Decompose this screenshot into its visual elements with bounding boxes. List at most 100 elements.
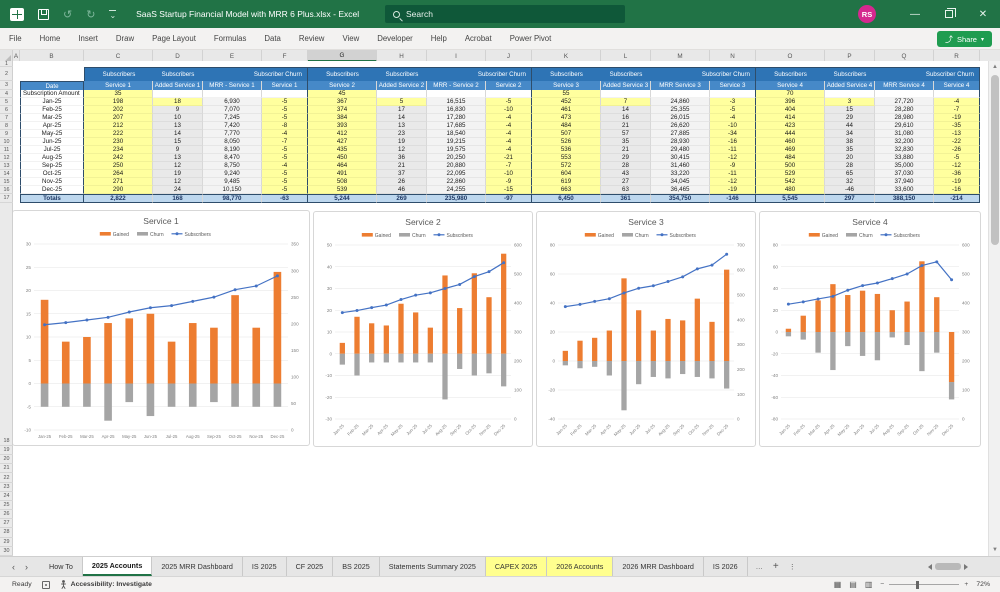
group4-col-header-1[interactable]: Service 4 (756, 81, 825, 90)
g1-added-Jul-25[interactable]: 9 (153, 146, 203, 154)
zoom-in-icon[interactable]: + (964, 581, 969, 588)
column-header-Q[interactable]: Q (875, 50, 934, 62)
row-header-26[interactable]: 26 (0, 510, 13, 520)
row-header-4[interactable]: 4 (0, 90, 13, 98)
g3-subscribers-Dec-25[interactable]: 663 (532, 186, 601, 194)
g4-added-Jul-25[interactable]: 35 (825, 146, 875, 154)
group2-col-header-4[interactable]: Service 2 (486, 81, 532, 90)
g2-subscribers-Aug-25[interactable]: 450 (308, 154, 377, 162)
g4-churn-Mar-25[interactable]: -19 (934, 114, 980, 122)
g4-subscribers-Jan-25[interactable]: 396 (756, 98, 825, 106)
column-header-A[interactable]: A (13, 50, 20, 62)
g2-mrr-Sep-25[interactable]: 20,880 (427, 162, 486, 170)
g3-churn-Sep-25[interactable]: -9 (710, 162, 756, 170)
g1-mrr-Mar-25[interactable]: 7,245 (203, 114, 262, 122)
g2-added-Jan-25[interactable]: 5 (377, 98, 427, 106)
g3-subscribers-Sep-25[interactable]: 572 (532, 162, 601, 170)
g3-mrr-Aug-25[interactable]: 30,415 (651, 154, 710, 162)
group4-col-header-4[interactable]: Service 4 (934, 81, 980, 90)
g1-subscribers-Apr-25[interactable]: 212 (84, 122, 153, 130)
column-header-I[interactable]: I (427, 50, 486, 62)
sheet-tab-statements-summary-2025[interactable]: Statements Summary 2025 (380, 557, 486, 576)
group1-header-subscribers[interactable]: Subscribers (84, 67, 153, 81)
g1-added-May-25[interactable]: 14 (153, 130, 203, 138)
g4-subscribers-Nov-25[interactable]: 542 (756, 178, 825, 186)
subscription-amount-label[interactable]: Subscription Amount (20, 90, 84, 98)
cell-blank[interactable] (427, 90, 486, 98)
zoom-level[interactable]: 72% (976, 581, 990, 588)
g2-subscribers-Jul-25[interactable]: 435 (308, 146, 377, 154)
g4-mrr-Aug-25[interactable]: 33,880 (875, 154, 934, 162)
g2-churn-Oct-25[interactable]: -10 (486, 170, 532, 178)
g3-subscribers-Nov-25[interactable]: 619 (532, 178, 601, 186)
menu-tab-formulas[interactable]: Formulas (213, 34, 247, 43)
group4-header-churn[interactable]: Subscriber Churn (875, 67, 980, 81)
scroll-down-icon[interactable]: ▼ (992, 547, 998, 553)
g1-churn-Sep-25[interactable]: -4 (262, 162, 308, 170)
g2-added-Sep-25[interactable]: 21 (377, 162, 427, 170)
accessibility-status[interactable]: Accessibility: Investigate (70, 581, 152, 588)
g3-mrr-Jan-25[interactable]: 24,860 (651, 98, 710, 106)
menu-tab-developer[interactable]: Developer (377, 34, 413, 43)
g1-added-Aug-25[interactable]: 13 (153, 154, 203, 162)
g2-churn-Mar-25[interactable]: -4 (486, 114, 532, 122)
month-Jan-25[interactable]: Jan-25 (20, 98, 84, 106)
g4-mrr-Jul-25[interactable]: 32,830 (875, 146, 934, 154)
share-button[interactable]: ⤴ Share ▾ (936, 31, 992, 47)
g4-mrr-Oct-25[interactable]: 37,030 (875, 170, 934, 178)
row-header-13[interactable]: 13 (0, 162, 13, 170)
row-header-25[interactable]: 25 (0, 501, 13, 511)
g2-added-Dec-25[interactable]: 46 (377, 186, 427, 194)
g3-churn-Oct-25[interactable]: -11 (710, 170, 756, 178)
g2-added-Jun-25[interactable]: 19 (377, 138, 427, 146)
g1-churn-Aug-25[interactable]: -5 (262, 154, 308, 162)
g1-added-Feb-25[interactable]: 9 (153, 106, 203, 114)
menu-tab-data[interactable]: Data (264, 34, 281, 43)
g2-added-May-25[interactable]: 23 (377, 130, 427, 138)
g1-subscribers-Mar-25[interactable]: 207 (84, 114, 153, 122)
g1-added-Jan-25[interactable]: 18 (153, 98, 203, 106)
g4-churn-Apr-25[interactable]: -35 (934, 122, 980, 130)
g2-churn-Jun-25[interactable]: -4 (486, 138, 532, 146)
group4-col-header-3[interactable]: MRR Service 4 (875, 81, 934, 90)
group2-total-1[interactable]: 5,244 (308, 194, 377, 203)
g3-subscribers-Aug-25[interactable]: 553 (532, 154, 601, 162)
g1-subscribers-Feb-25[interactable]: 202 (84, 106, 153, 114)
g4-churn-Dec-25[interactable]: -16 (934, 186, 980, 194)
group3-header-subscribers[interactable]: Subscribers (532, 67, 601, 81)
chart-service-3[interactable]: Service 3 Gained Churn Subscribers -40 -20 0 20… (536, 211, 756, 447)
sheet-area[interactable]: Subscribers Subscribers Subscriber Churn Su… (13, 61, 988, 556)
row-header-11[interactable]: 11 (0, 146, 13, 154)
g3-churn-Mar-25[interactable]: -4 (710, 114, 756, 122)
cell-blank[interactable] (825, 90, 875, 98)
g1-subscribers-Sep-25[interactable]: 250 (84, 162, 153, 170)
column-header-B[interactable]: B (20, 50, 84, 62)
g1-mrr-Apr-25[interactable]: 7,420 (203, 122, 262, 130)
g1-mrr-Aug-25[interactable]: 8,470 (203, 154, 262, 162)
group1-header-added[interactable]: Subscribers (153, 67, 203, 81)
group4-col-header-2[interactable]: Added Service 4 (825, 81, 875, 90)
group1-col-header-2[interactable]: Added Service 1 (153, 81, 203, 90)
select-all-corner[interactable] (0, 50, 13, 62)
g1-added-Jun-25[interactable]: 15 (153, 138, 203, 146)
more-sheets-button[interactable]: … (755, 562, 763, 571)
g1-added-Apr-25[interactable]: 13 (153, 122, 203, 130)
g2-subscribers-May-25[interactable]: 412 (308, 130, 377, 138)
zoom-slider[interactable]: − + (880, 580, 969, 589)
g1-added-Oct-25[interactable]: 19 (153, 170, 203, 178)
g3-mrr-Dec-25[interactable]: 36,465 (651, 186, 710, 194)
g3-subscribers-Jun-25[interactable]: 526 (532, 138, 601, 146)
group3-total-2[interactable]: 361 (601, 194, 651, 203)
row-header-8[interactable]: 8 (0, 122, 13, 130)
g3-mrr-Jul-25[interactable]: 29,480 (651, 146, 710, 154)
g2-mrr-Feb-25[interactable]: 16,830 (427, 106, 486, 114)
month-Sep-25[interactable]: Sep-25 (20, 162, 84, 170)
g4-churn-Feb-25[interactable]: -7 (934, 106, 980, 114)
scroll-up-icon[interactable]: ▲ (992, 64, 998, 70)
sheet-tab-cf-2025[interactable]: CF 2025 (287, 557, 334, 576)
g2-churn-Nov-25[interactable]: -9 (486, 178, 532, 186)
tab-options-icon[interactable]: ⋮ (788, 562, 796, 571)
g4-mrr-Jan-25[interactable]: 27,720 (875, 98, 934, 106)
g4-subscribers-Feb-25[interactable]: 404 (756, 106, 825, 114)
g2-added-Nov-25[interactable]: 26 (377, 178, 427, 186)
